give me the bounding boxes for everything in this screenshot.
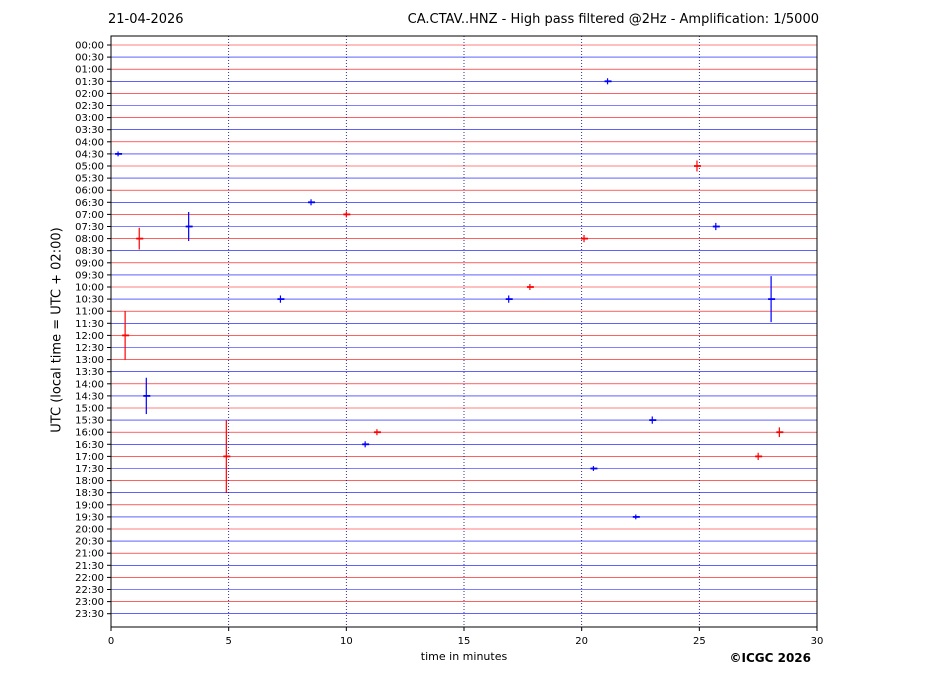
y-axis-label: UTC (local time = UTC + 02:00) xyxy=(49,227,65,433)
y-ticks: 00:0000:3001:0001:3002:0002:3003:0003:30… xyxy=(75,41,111,620)
y-tick-label: 09:00 xyxy=(75,258,104,269)
y-tick-label: 10:00 xyxy=(75,283,104,294)
y-tick-label: 08:30 xyxy=(75,246,104,257)
y-tick-label: 05:00 xyxy=(75,162,104,173)
y-tick-label: 21:30 xyxy=(75,561,104,572)
y-tick-label: 22:00 xyxy=(75,573,104,584)
y-tick-label: 19:30 xyxy=(75,512,104,523)
y-tick-label: 03:30 xyxy=(75,125,104,136)
y-tick-label: 14:00 xyxy=(75,379,104,390)
y-tick-label: 01:30 xyxy=(75,77,104,88)
y-tick-label: 00:30 xyxy=(75,53,104,64)
y-tick-label: 11:30 xyxy=(75,319,104,330)
y-tick-label: 15:30 xyxy=(75,416,104,427)
x-tick-label: 15 xyxy=(458,636,471,647)
y-tick-label: 13:00 xyxy=(75,355,104,366)
y-tick-label: 10:30 xyxy=(75,295,104,306)
y-tick-label: 07:30 xyxy=(75,222,104,233)
y-tick-label: 00:00 xyxy=(75,41,104,52)
y-tick-label: 04:30 xyxy=(75,149,104,160)
y-tick-label: 12:00 xyxy=(75,331,104,342)
grid-lines xyxy=(228,36,700,627)
plot-area xyxy=(111,36,817,627)
plot-frame xyxy=(110,35,818,628)
y-tick-label: 20:30 xyxy=(75,537,104,548)
y-tick-label: 23:30 xyxy=(75,609,104,620)
y-tick-label: 20:00 xyxy=(75,525,104,536)
y-tick-label: 22:30 xyxy=(75,585,104,596)
y-tick-label: 18:00 xyxy=(75,476,104,487)
y-tick-label: 02:00 xyxy=(75,89,104,100)
chart-title: CA.CTAV..HNZ - High pass filtered @2Hz -… xyxy=(407,12,819,27)
y-tick-label: 23:00 xyxy=(75,597,104,608)
y-tick-label: 19:00 xyxy=(75,500,104,511)
y-tick-label: 01:00 xyxy=(75,65,104,76)
y-tick-label: 06:30 xyxy=(75,198,104,209)
y-tick-label: 05:30 xyxy=(75,174,104,185)
y-tick-label: 17:30 xyxy=(75,464,104,475)
y-tick-label: 08:00 xyxy=(75,234,104,245)
y-tick-label: 09:30 xyxy=(75,270,104,281)
y-tick-label: 15:00 xyxy=(75,404,104,415)
y-tick-label: 11:00 xyxy=(75,307,104,318)
date-label: 21-04-2026 xyxy=(108,12,184,27)
x-axis-label: time in minutes xyxy=(420,650,508,663)
copyright-label: ©ICGC 2026 xyxy=(729,651,811,665)
y-tick-label: 16:30 xyxy=(75,440,104,451)
y-tick-label: 14:30 xyxy=(75,391,104,402)
x-tick-label: 25 xyxy=(693,636,706,647)
x-tick-label: 30 xyxy=(811,636,824,647)
x-tick-label: 5 xyxy=(225,636,231,647)
y-tick-label: 04:00 xyxy=(75,137,104,148)
x-tick-label: 20 xyxy=(575,636,588,647)
y-tick-label: 06:00 xyxy=(75,186,104,197)
x-ticks: 0 5 10 15 20 25 30 xyxy=(108,627,824,647)
x-tick-label: 10 xyxy=(340,636,353,647)
y-tick-label: 21:00 xyxy=(75,549,104,560)
y-tick-label: 16:00 xyxy=(75,428,104,439)
x-tick-label: 0 xyxy=(108,636,114,647)
y-tick-label: 07:00 xyxy=(75,210,104,221)
y-tick-label: 03:00 xyxy=(75,113,104,124)
y-tick-label: 02:30 xyxy=(75,101,104,112)
y-tick-label: 12:30 xyxy=(75,343,104,354)
y-tick-label: 13:30 xyxy=(75,367,104,378)
y-tick-label: 18:30 xyxy=(75,488,104,499)
y-tick-label: 17:00 xyxy=(75,452,104,463)
seismic-events xyxy=(115,78,784,520)
